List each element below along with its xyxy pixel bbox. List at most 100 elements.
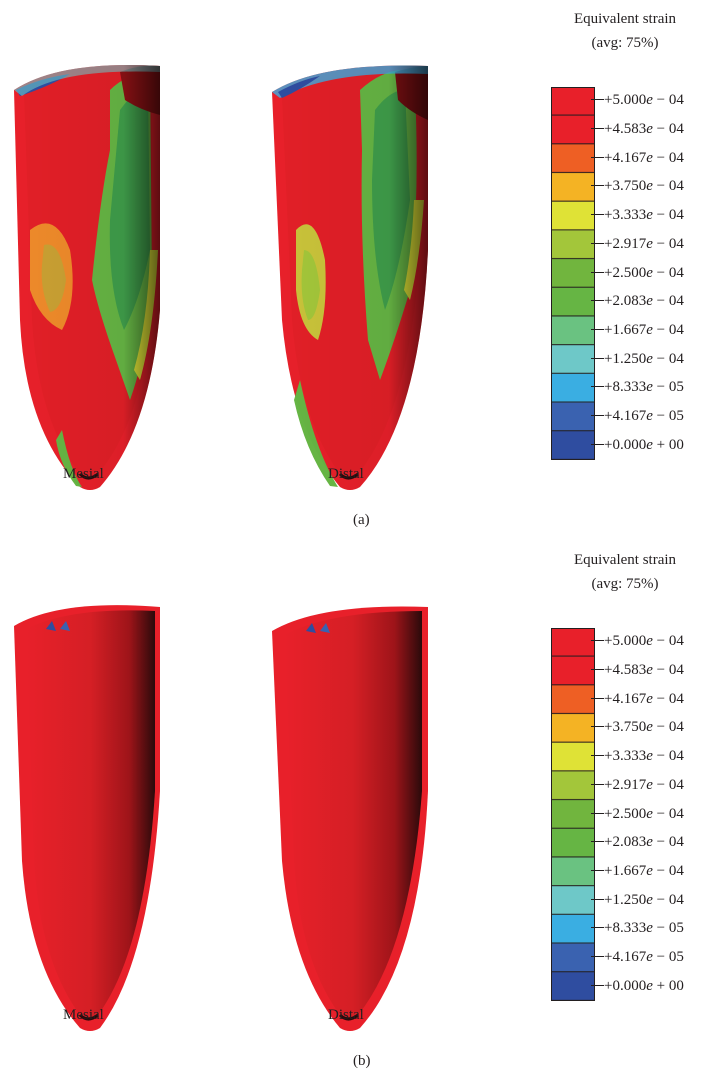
legend-band bbox=[551, 886, 595, 916]
legend-tick-label: +3.750e − 04 bbox=[604, 178, 684, 195]
legend-tick-label: +1.667e − 04 bbox=[604, 862, 684, 879]
legend-tick-label: +1.250e − 04 bbox=[604, 350, 684, 367]
legend-band bbox=[551, 771, 595, 801]
legend-tick-mark bbox=[591, 414, 604, 416]
legend-tick-mark bbox=[591, 185, 604, 187]
legend-tick-label: +5.000e − 04 bbox=[604, 633, 684, 650]
legend-band bbox=[551, 656, 595, 686]
legend-tick-mark bbox=[591, 99, 604, 101]
legend-tick: +4.167e − 04 bbox=[591, 689, 721, 709]
legend-tick-mark bbox=[591, 755, 604, 757]
legend-tick-label: +2.083e − 04 bbox=[604, 293, 684, 310]
legend-tick-exponent: − 04 bbox=[652, 776, 684, 793]
strain-models-b bbox=[14, 605, 428, 1031]
legend-tick-exponent: − 04 bbox=[652, 207, 684, 224]
color-bar bbox=[551, 628, 595, 1001]
legend-subtitle: (avg: 75%) bbox=[591, 35, 659, 51]
legend-tick-mark bbox=[591, 841, 604, 843]
legend-tick-mark bbox=[591, 726, 604, 728]
legend-tick-label: +8.333e − 05 bbox=[604, 379, 684, 396]
legend-tick-mark bbox=[591, 697, 604, 699]
legend-band bbox=[551, 972, 595, 1001]
legend-tick-mark bbox=[591, 242, 604, 244]
legend-tick: +4.167e − 05 bbox=[591, 947, 721, 967]
legend-tick-label: +2.083e − 04 bbox=[604, 834, 684, 851]
legend-tick-label: +1.250e − 04 bbox=[604, 891, 684, 908]
legend-tick-value: +2.500 bbox=[604, 805, 647, 822]
legend-tick-value: +4.583 bbox=[604, 662, 647, 679]
legend-tick-exponent: + 00 bbox=[652, 436, 684, 453]
legend-band bbox=[551, 115, 595, 145]
legend-tick-value: +1.667 bbox=[604, 862, 647, 879]
legend-tick: +1.250e − 04 bbox=[591, 890, 721, 910]
legend-tick-value: +8.333 bbox=[604, 379, 647, 396]
legend-tick: +4.167e − 05 bbox=[591, 406, 721, 426]
legend-tick: +3.750e − 04 bbox=[591, 176, 721, 196]
distal-caption-b: Distal bbox=[328, 1007, 364, 1023]
legend-tick-value: +2.500 bbox=[604, 264, 647, 281]
legend-tick: +0.000e + 00 bbox=[591, 435, 721, 455]
panel-b: Mesial Distal (b) Equivalent strain (avg… bbox=[0, 541, 726, 1082]
legend-band bbox=[551, 402, 595, 432]
legend-tick: +5.000e − 04 bbox=[591, 631, 721, 651]
legend-tick-exponent: − 04 bbox=[652, 149, 684, 166]
legend-tick-value: +2.917 bbox=[604, 776, 647, 793]
legend-tick: +2.500e − 04 bbox=[591, 804, 721, 824]
legend-tick-mark bbox=[591, 984, 604, 986]
legend-tick: +3.750e − 04 bbox=[591, 717, 721, 737]
legend-tick: +1.667e − 04 bbox=[591, 320, 721, 340]
legend-band bbox=[551, 431, 595, 460]
legend-band bbox=[551, 287, 595, 318]
legend-tick-label: +4.167e − 04 bbox=[604, 149, 684, 166]
legend-tick-mark bbox=[591, 214, 604, 216]
legend-tick: +3.333e − 04 bbox=[591, 746, 721, 766]
legend-band bbox=[551, 742, 595, 772]
legend-band bbox=[551, 173, 595, 203]
legend-tick-mark bbox=[591, 128, 604, 130]
legend-tick-value: +4.167 bbox=[604, 690, 647, 707]
legend-tick-exponent: − 04 bbox=[652, 178, 684, 195]
legend-tick-value: +4.167 bbox=[604, 149, 647, 166]
legend-tick-value: +4.167 bbox=[604, 407, 647, 424]
legend-tick-mark bbox=[591, 955, 604, 957]
legend-band bbox=[551, 201, 595, 231]
legend-tick-exponent: − 04 bbox=[652, 121, 684, 138]
legend-tick-label: +8.333e − 05 bbox=[604, 920, 684, 937]
legend-tick-value: +1.250 bbox=[604, 350, 647, 367]
legend-tick-exponent: − 04 bbox=[652, 834, 684, 851]
legend-tick: +2.500e − 04 bbox=[591, 263, 721, 283]
legend-band bbox=[551, 914, 595, 945]
legend-tick: +8.333e − 05 bbox=[591, 918, 721, 938]
legend-tick: +4.167e − 04 bbox=[591, 148, 721, 168]
legend-tick-exponent: + 00 bbox=[652, 977, 684, 994]
panel-label-b: (b) bbox=[353, 1053, 371, 1069]
legend-tick-exponent: − 04 bbox=[652, 350, 684, 367]
legend-band bbox=[551, 628, 595, 658]
legend-tick: +8.333e − 05 bbox=[591, 377, 721, 397]
legend-tick-exponent: − 04 bbox=[652, 633, 684, 650]
legend-tick-value: +0.000 bbox=[604, 977, 647, 994]
legend-tick: +2.917e − 04 bbox=[591, 775, 721, 795]
panel-a: Mesial Distal (a) Equivalent strain (avg… bbox=[14, 11, 721, 528]
strain-models-a bbox=[14, 65, 428, 490]
legend-tick-value: +2.917 bbox=[604, 235, 647, 252]
legend-subtitle: (avg: 75%) bbox=[591, 576, 659, 592]
legend-tick-mark bbox=[591, 156, 604, 158]
legend-tick-mark bbox=[591, 783, 604, 785]
legend-tick-label: +4.583e − 04 bbox=[604, 121, 684, 138]
legend-band bbox=[551, 373, 595, 404]
legend-band bbox=[551, 87, 595, 117]
legend-tick-value: +3.333 bbox=[604, 207, 647, 224]
legend-tick-label: +0.000e + 00 bbox=[604, 436, 684, 453]
distal-tooth-b bbox=[272, 606, 428, 1031]
legend-tick: +1.250e − 04 bbox=[591, 349, 721, 369]
legend-tick-value: +3.333 bbox=[604, 748, 647, 765]
legend-tick-value: +1.667 bbox=[604, 321, 647, 338]
legend-tick-mark bbox=[591, 443, 604, 445]
legend-tick-exponent: − 04 bbox=[652, 690, 684, 707]
mesial-tooth-a bbox=[14, 65, 160, 490]
legend-tick-label: +4.167e − 04 bbox=[604, 690, 684, 707]
panel-label-a: (a) bbox=[353, 512, 370, 528]
legend-tick-label: +4.583e − 04 bbox=[604, 662, 684, 679]
legend-tick-value: +3.750 bbox=[604, 719, 647, 736]
